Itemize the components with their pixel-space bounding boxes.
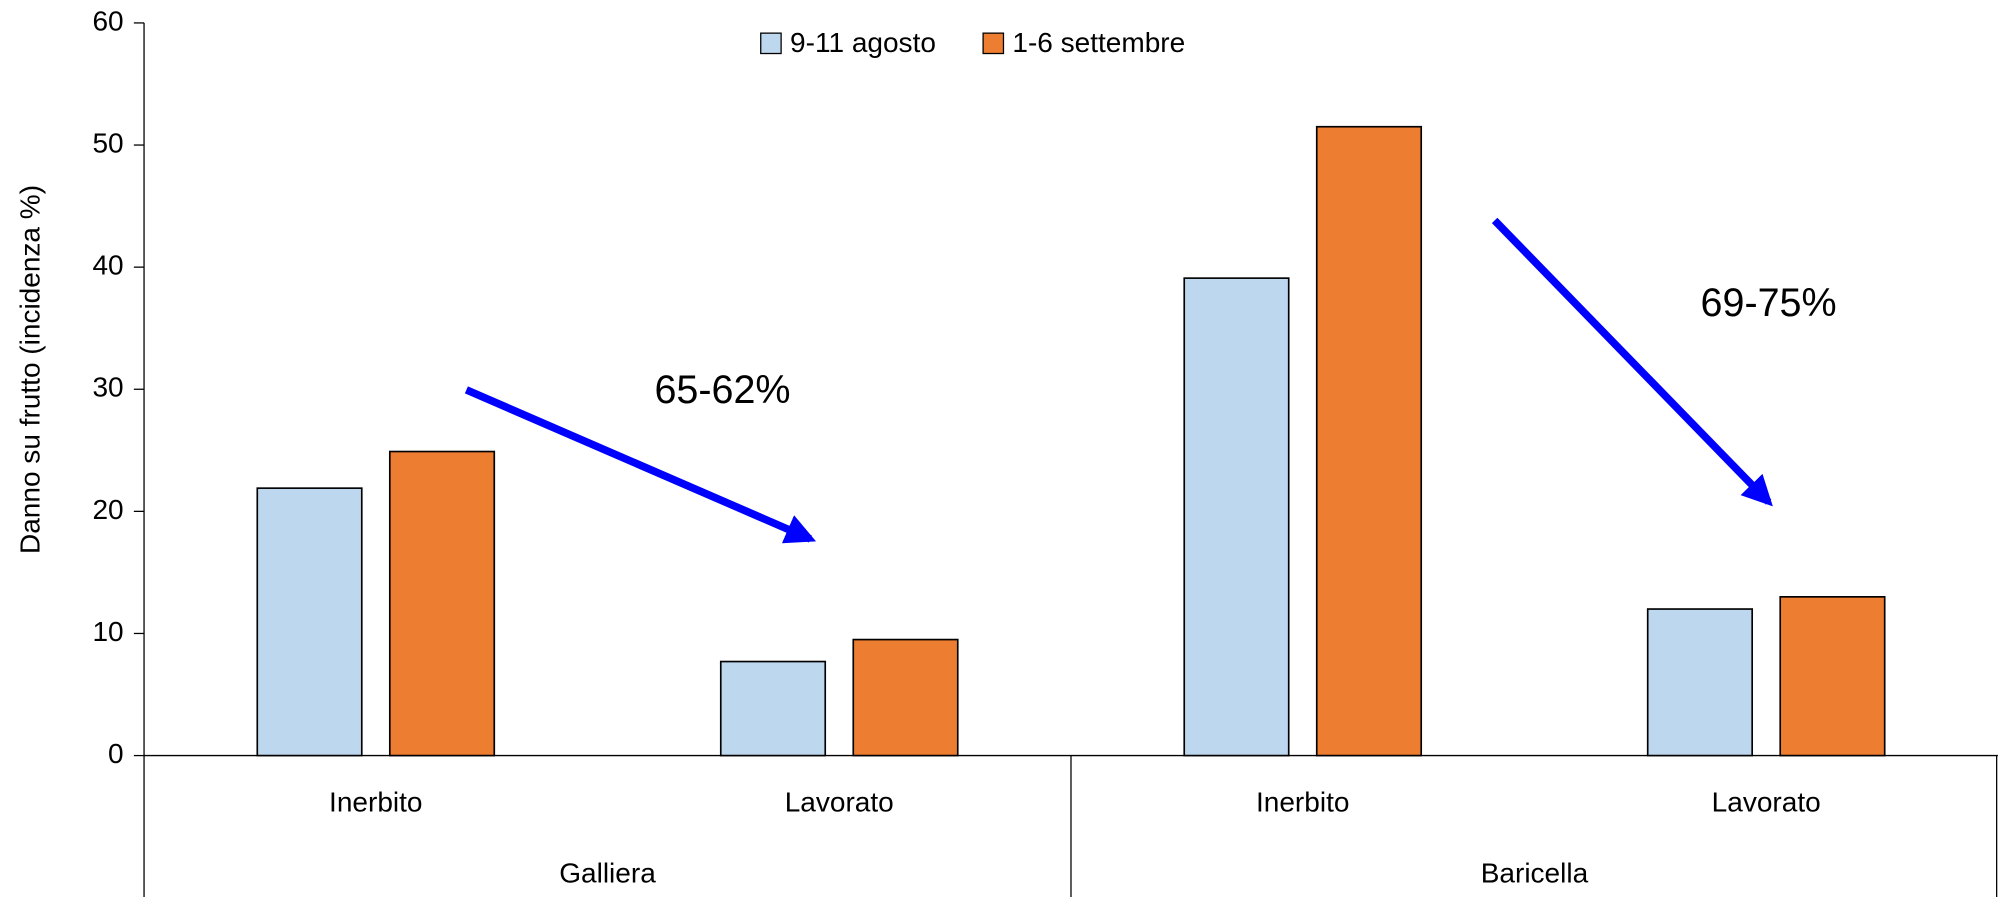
x-tick-label: Inerbito bbox=[329, 786, 422, 817]
bar bbox=[719, 660, 827, 757]
y-tick-label: 20 bbox=[92, 494, 123, 525]
arrow bbox=[464, 386, 817, 544]
y-tick-label: 60 bbox=[92, 5, 123, 36]
x-tick-label: Lavorato bbox=[785, 786, 894, 817]
bar bbox=[852, 638, 959, 757]
legend-swatch bbox=[982, 32, 1005, 55]
bar bbox=[1779, 596, 1886, 757]
legend-label: 1-6 settembre bbox=[1012, 27, 1185, 58]
y-tick-label: 10 bbox=[92, 616, 123, 647]
annotation: 65-62% bbox=[654, 368, 790, 412]
y-tick-label: 40 bbox=[92, 250, 123, 281]
group-label: Baricella bbox=[1481, 858, 1589, 889]
y-tick-label: 30 bbox=[92, 372, 123, 403]
group-label: Galliera bbox=[559, 858, 656, 889]
x-tick-label: Lavorato bbox=[1712, 786, 1821, 817]
bar bbox=[388, 450, 496, 757]
y-axis-label: Danno su frutto (incidenza %) bbox=[14, 185, 45, 554]
arrow bbox=[1491, 217, 1773, 507]
bar bbox=[256, 487, 363, 757]
y-tick-label: 0 bbox=[108, 738, 124, 769]
bar bbox=[1646, 608, 1754, 757]
legend-swatch bbox=[760, 32, 782, 55]
bar bbox=[1315, 125, 1423, 757]
x-tick-label: Inerbito bbox=[1256, 786, 1349, 817]
bar bbox=[1183, 277, 1290, 757]
annotation: 69-75% bbox=[1701, 281, 1837, 325]
legend-label: 9-11 agosto bbox=[790, 27, 936, 58]
y-tick-label: 50 bbox=[92, 127, 123, 158]
